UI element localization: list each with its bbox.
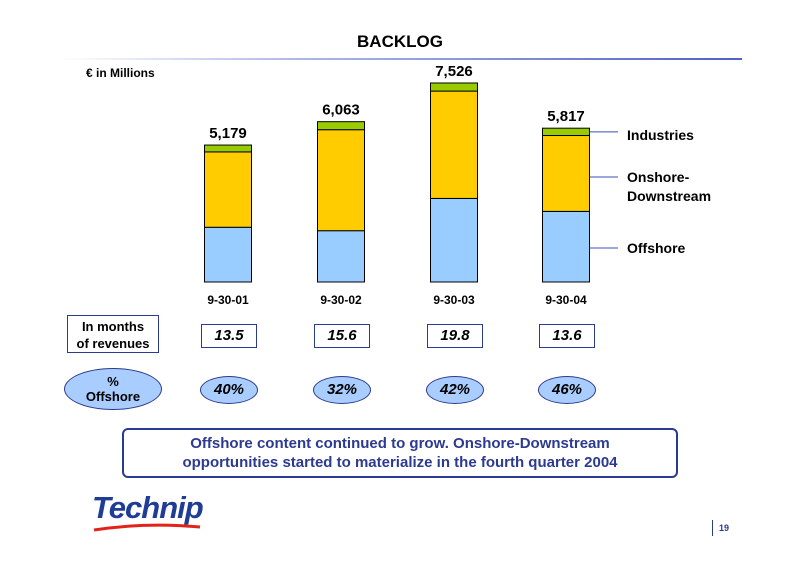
- bar-segment-industries: [204, 144, 252, 153]
- bar-segment-offshore: [204, 226, 252, 283]
- summary-note-line2: opportunities started to materialize in …: [182, 454, 618, 471]
- bar-total-label: 5,817: [547, 108, 585, 125]
- bar-segment-offshore: [430, 197, 478, 283]
- bar-total-label: 5,179: [209, 125, 247, 142]
- category-tick-label: 9-30-04: [545, 293, 587, 307]
- months-label-line1: In months: [81, 319, 145, 334]
- logo-swoosh-icon: [93, 523, 201, 532]
- pct-offshore-value: 46%: [538, 376, 596, 404]
- category-tick-label: 9-30-01: [207, 293, 249, 307]
- pct-offshore-value: 32%: [313, 376, 371, 404]
- pct-offshore-label: % Offshore: [64, 368, 162, 410]
- bar-total-label: 7,526: [435, 63, 473, 80]
- bar-segment-onshore-downstream: [542, 135, 590, 212]
- pct-offshore-label-line1: %: [107, 374, 119, 389]
- legend-label-industries: Industries: [627, 127, 694, 143]
- bar-segment-onshore-downstream: [204, 151, 252, 228]
- summary-note: Offshore content continued to grow. Onsh…: [122, 428, 678, 478]
- months-of-revenues-value: 13.5: [201, 324, 257, 348]
- category-tick-label: 9-30-02: [320, 293, 362, 307]
- bar-segment-offshore: [542, 210, 590, 283]
- months-of-revenues-value: 19.8: [427, 324, 483, 348]
- page-title: BACKLOG: [357, 32, 443, 51]
- months-of-revenues-value: 13.6: [539, 324, 595, 348]
- pct-offshore-value: 40%: [200, 376, 258, 404]
- bar-segment-industries: [542, 127, 590, 137]
- bar-total-label: 6,063: [322, 102, 360, 119]
- months-of-revenues-value: 15.6: [314, 324, 370, 348]
- technip-logo: Technip: [92, 490, 204, 525]
- summary-note-line1: Offshore content continued to grow. Onsh…: [190, 435, 610, 452]
- page-number: 19: [712, 520, 729, 536]
- pct-offshore-value: 42%: [426, 376, 484, 404]
- unit-label: € in Millions: [86, 66, 155, 80]
- bar-segment-industries: [430, 82, 478, 92]
- months-label-line2: of revenues: [76, 336, 150, 351]
- title-divider: [60, 58, 742, 60]
- category-tick-label: 9-30-03: [433, 293, 475, 307]
- backlog-chart: 5,179 9-30-01 6,063 9-30-02 7,526 9-30-03 5,81…: [204, 63, 711, 307]
- bar-segment-offshore: [317, 230, 365, 283]
- legend-label-offshore: Offshore: [627, 240, 686, 256]
- pct-offshore-label-line2: Offshore: [85, 389, 141, 404]
- legend-label-onshore-downstream: Onshore-Downstream: [627, 169, 711, 204]
- bar-segment-onshore-downstream: [317, 129, 365, 232]
- bar-segment-industries: [317, 121, 365, 131]
- bar-segment-onshore-downstream: [430, 90, 478, 199]
- months-of-revenues-label: In months of revenues: [67, 315, 159, 353]
